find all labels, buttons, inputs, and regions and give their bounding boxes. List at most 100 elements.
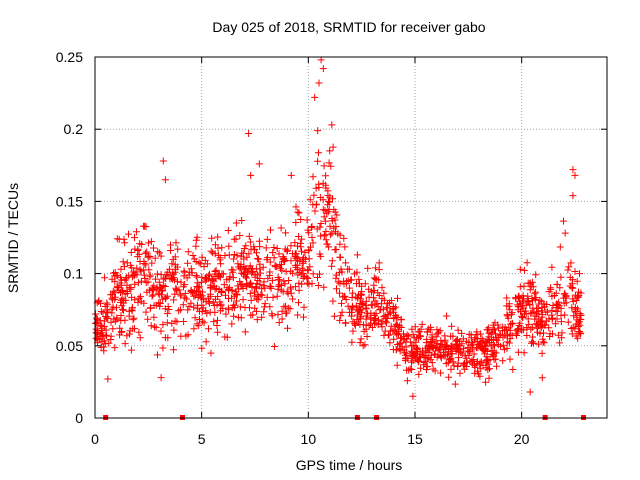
data-point [156, 249, 164, 257]
data-point [236, 265, 244, 273]
data-point [207, 283, 215, 291]
data-point [414, 328, 422, 336]
data-point [392, 346, 400, 354]
data-point [168, 260, 176, 268]
data-point [253, 249, 260, 257]
data-point [159, 275, 167, 283]
data-point [340, 292, 348, 300]
data-point [144, 278, 152, 286]
data-point [531, 290, 539, 298]
data-point [241, 266, 249, 274]
data-point [409, 392, 417, 400]
data-point [423, 335, 431, 343]
data-point [436, 327, 444, 335]
data-point [173, 318, 181, 326]
data-point [405, 332, 413, 340]
data-point [435, 328, 443, 336]
data-point [136, 240, 144, 248]
data-point [390, 314, 398, 322]
data-point [437, 337, 445, 345]
data-point [303, 216, 311, 224]
data-point [97, 308, 105, 315]
data-point [429, 365, 437, 373]
data-point [134, 279, 142, 287]
data-point [467, 342, 475, 350]
data-point [137, 293, 144, 301]
data-point [328, 257, 336, 265]
data-point [515, 297, 523, 305]
data-point [193, 233, 201, 241]
data-point [230, 255, 238, 263]
data-point [154, 289, 162, 297]
data-point [121, 239, 129, 247]
data-point [131, 234, 138, 242]
data-point [287, 171, 295, 179]
data-point [494, 321, 502, 329]
data-point [348, 294, 356, 301]
data-point [319, 179, 327, 187]
data-point [565, 263, 573, 271]
data-point [146, 271, 154, 279]
data-point [93, 318, 101, 326]
data-point [134, 298, 142, 306]
data-point [562, 293, 570, 301]
data-point [249, 311, 257, 319]
data-point [270, 254, 278, 262]
data-point [454, 326, 462, 334]
data-point [569, 192, 577, 200]
data-point [491, 342, 498, 350]
data-point [128, 307, 136, 315]
data-point [321, 206, 329, 214]
data-point [387, 322, 395, 330]
data-point [287, 283, 295, 291]
data-point [465, 330, 473, 338]
data-point [228, 304, 236, 312]
data-point [214, 293, 222, 300]
data-point [99, 332, 107, 340]
data-point [537, 318, 545, 326]
data-point [309, 270, 317, 278]
data-point [358, 282, 366, 290]
data-point [488, 328, 496, 336]
data-point [155, 291, 163, 299]
data-point [193, 273, 201, 281]
data-point [353, 280, 360, 288]
data-point [270, 244, 278, 251]
data-point [319, 65, 327, 73]
data-point [184, 248, 192, 256]
data-point [478, 345, 486, 353]
data-point [165, 306, 173, 313]
data-point [349, 318, 357, 326]
data-point [506, 355, 514, 363]
data-point [554, 304, 562, 312]
data-point [253, 307, 260, 315]
data-point [255, 160, 263, 168]
data-point [191, 314, 199, 322]
data-point [523, 297, 531, 305]
data-point [282, 268, 290, 276]
data-point [304, 266, 312, 274]
data-point [211, 250, 219, 258]
data-point [237, 253, 245, 261]
data-point [297, 243, 305, 251]
data-point [314, 282, 322, 289]
data-point [442, 360, 450, 368]
data-point [275, 319, 283, 327]
data-point [109, 287, 117, 295]
data-point [415, 370, 423, 378]
data-point [377, 306, 385, 314]
data-point [190, 287, 198, 295]
data-point [274, 276, 282, 284]
data-point [516, 283, 524, 291]
data-point [121, 316, 129, 324]
data-point [113, 314, 121, 322]
data-point [338, 299, 345, 307]
data-point [342, 259, 350, 267]
data-point [147, 322, 155, 330]
data-point [526, 388, 534, 396]
data-point [163, 319, 171, 327]
data-point [520, 282, 528, 290]
data-point [97, 343, 105, 351]
data-point [523, 259, 531, 267]
